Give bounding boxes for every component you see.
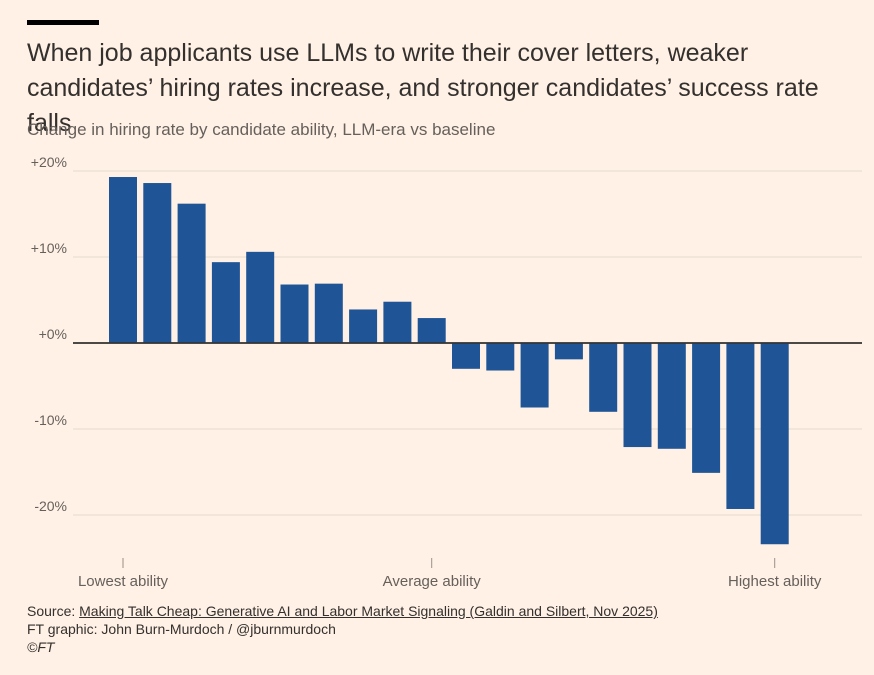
chart-subtitle: Change in hiring rate by candidate abili… — [27, 120, 496, 139]
chart-title: When job applicants use LLMs to write th… — [27, 39, 819, 137]
copyright: ©FT — [27, 639, 55, 655]
bar-chart: +20% +10% +0% -10% -20% Lowest ability Average… — [31, 154, 862, 590]
x-tick-label: Lowest ability — [78, 573, 169, 590]
x-tick-label: Highest ability — [728, 573, 822, 590]
bar — [280, 284, 309, 343]
bar — [383, 301, 412, 343]
source-link[interactable]: Making Talk Cheap: Generative AI and Lab… — [79, 603, 658, 619]
bar — [177, 203, 206, 343]
bar — [554, 343, 583, 360]
y-tick-label: +20% — [31, 154, 67, 170]
y-tick-label: +10% — [31, 240, 67, 256]
bar — [692, 343, 721, 473]
bar — [726, 343, 755, 509]
ft-accent-bar — [27, 20, 99, 25]
bar — [589, 343, 618, 412]
bar — [349, 309, 378, 343]
source-prefix: Source: — [27, 603, 80, 619]
credit-line: FT graphic: John Burn-Murdoch / @jburnmu… — [27, 621, 336, 637]
bar — [314, 283, 343, 343]
y-tick-label: +0% — [39, 326, 67, 342]
bar — [760, 343, 789, 545]
y-tick-label: -10% — [34, 412, 67, 428]
footer: Source: Making Talk Cheap: Generative AI… — [27, 602, 658, 656]
bar — [246, 251, 275, 343]
bar — [109, 177, 137, 343]
bar — [452, 343, 480, 369]
bar — [657, 343, 686, 449]
bar — [623, 343, 652, 448]
bar — [486, 343, 515, 371]
bar — [143, 183, 172, 343]
bar — [520, 343, 549, 408]
bar — [417, 318, 446, 343]
y-tick-label: -20% — [34, 498, 67, 514]
source-line: Source: Making Talk Cheap: Generative AI… — [27, 602, 658, 620]
x-tick-label: Average ability — [383, 573, 482, 590]
bar — [211, 262, 240, 343]
